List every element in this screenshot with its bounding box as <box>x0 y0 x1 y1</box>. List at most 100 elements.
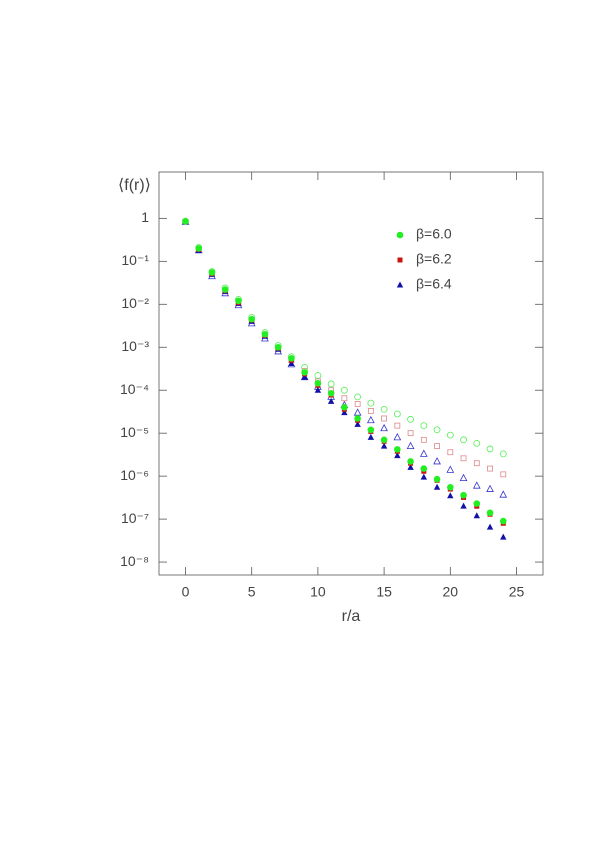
data-point <box>499 490 508 498</box>
y-tick-label: 1 <box>141 209 149 225</box>
y-tick-label: 10⁻¹ <box>121 252 149 268</box>
data-point <box>288 355 295 362</box>
data-point <box>407 463 414 470</box>
data-point <box>367 433 375 440</box>
data-point <box>394 452 401 459</box>
data-point <box>314 372 322 379</box>
data-point <box>419 449 428 457</box>
data-point <box>314 379 322 387</box>
data-point <box>354 420 361 427</box>
data-point <box>459 473 468 482</box>
x-axis-label: r/a <box>342 608 361 625</box>
data-point <box>327 389 335 397</box>
data-point <box>499 450 507 458</box>
data-point <box>340 386 348 394</box>
data-point <box>341 404 348 411</box>
data-point <box>473 500 481 507</box>
x-tick-label: 15 <box>376 584 392 600</box>
data-point <box>394 446 401 453</box>
data-point <box>314 386 322 393</box>
data-point <box>208 269 216 276</box>
data-point <box>182 218 189 225</box>
data-point <box>434 443 440 450</box>
data-point <box>447 492 454 499</box>
data-point <box>366 415 375 424</box>
y-tick-label: 10⁻⁵ <box>120 424 149 440</box>
data-point <box>420 422 428 430</box>
data-point <box>446 431 454 439</box>
x-tick-label: 5 <box>248 584 256 600</box>
y-tick-label: 10⁻⁴ <box>120 381 149 397</box>
data-point <box>433 475 441 483</box>
y-tick-label: 10⁻⁶ <box>120 467 149 483</box>
x-tick-label: 20 <box>443 584 459 600</box>
data-point <box>301 373 308 380</box>
data-point <box>486 484 494 492</box>
y-tick-label: 10⁻² <box>121 295 149 311</box>
data-point <box>354 393 362 401</box>
data-point <box>354 401 361 407</box>
data-point <box>473 512 480 519</box>
data-point <box>433 483 441 490</box>
data-point <box>500 471 507 478</box>
legend-label: β=6.4 <box>416 276 452 292</box>
data-point <box>407 430 414 437</box>
data-point <box>301 369 308 376</box>
data-point <box>460 436 467 444</box>
data-point <box>353 408 362 416</box>
data-point <box>420 436 427 443</box>
data-point <box>381 415 388 422</box>
data-point <box>446 465 455 473</box>
data-point <box>248 315 255 323</box>
data-point <box>354 415 361 422</box>
data-point <box>460 502 467 509</box>
data-point <box>500 533 507 540</box>
data-point <box>195 245 203 252</box>
data-point <box>394 422 401 429</box>
data-point <box>486 523 494 530</box>
y-axis-label: ⟨f(r)⟩ <box>118 177 151 194</box>
data-point <box>486 445 494 453</box>
data-point <box>460 491 467 499</box>
x-tick-label: 10 <box>310 584 326 600</box>
data-point <box>341 395 348 402</box>
data-point <box>380 436 388 444</box>
data-point <box>393 432 402 441</box>
data-point <box>367 408 374 414</box>
data-point <box>473 460 480 467</box>
data-point <box>235 297 242 305</box>
x-tick-label: 0 <box>182 584 190 600</box>
data-point <box>486 509 494 517</box>
data-point <box>221 286 229 293</box>
data-point <box>380 442 388 449</box>
data-point <box>499 517 507 525</box>
y-tick-label: 10⁻⁸ <box>120 553 149 569</box>
data-point <box>447 483 454 491</box>
data-point <box>433 457 441 465</box>
data-point <box>341 409 348 416</box>
legend-marker <box>397 257 403 263</box>
data-point <box>460 455 467 462</box>
data-point <box>367 399 375 407</box>
legend-label: β=6.0 <box>416 226 452 242</box>
data-point <box>420 465 428 472</box>
data-point <box>407 415 414 423</box>
data-point <box>473 439 481 447</box>
data-point <box>288 359 295 366</box>
legend-marker <box>396 231 404 239</box>
x-tick-label: 25 <box>509 584 525 600</box>
data-point <box>367 426 375 434</box>
data-point <box>261 331 269 338</box>
data-point <box>327 380 335 388</box>
data-point <box>274 343 282 351</box>
data-point <box>380 405 388 413</box>
data-point <box>433 426 441 434</box>
y-tick-label: 10⁻³ <box>121 338 149 354</box>
data-point <box>406 441 415 450</box>
y-tick-label: 10⁻⁷ <box>121 510 149 526</box>
data-point <box>487 465 493 472</box>
data-point <box>472 481 481 489</box>
legend-marker <box>396 281 404 288</box>
